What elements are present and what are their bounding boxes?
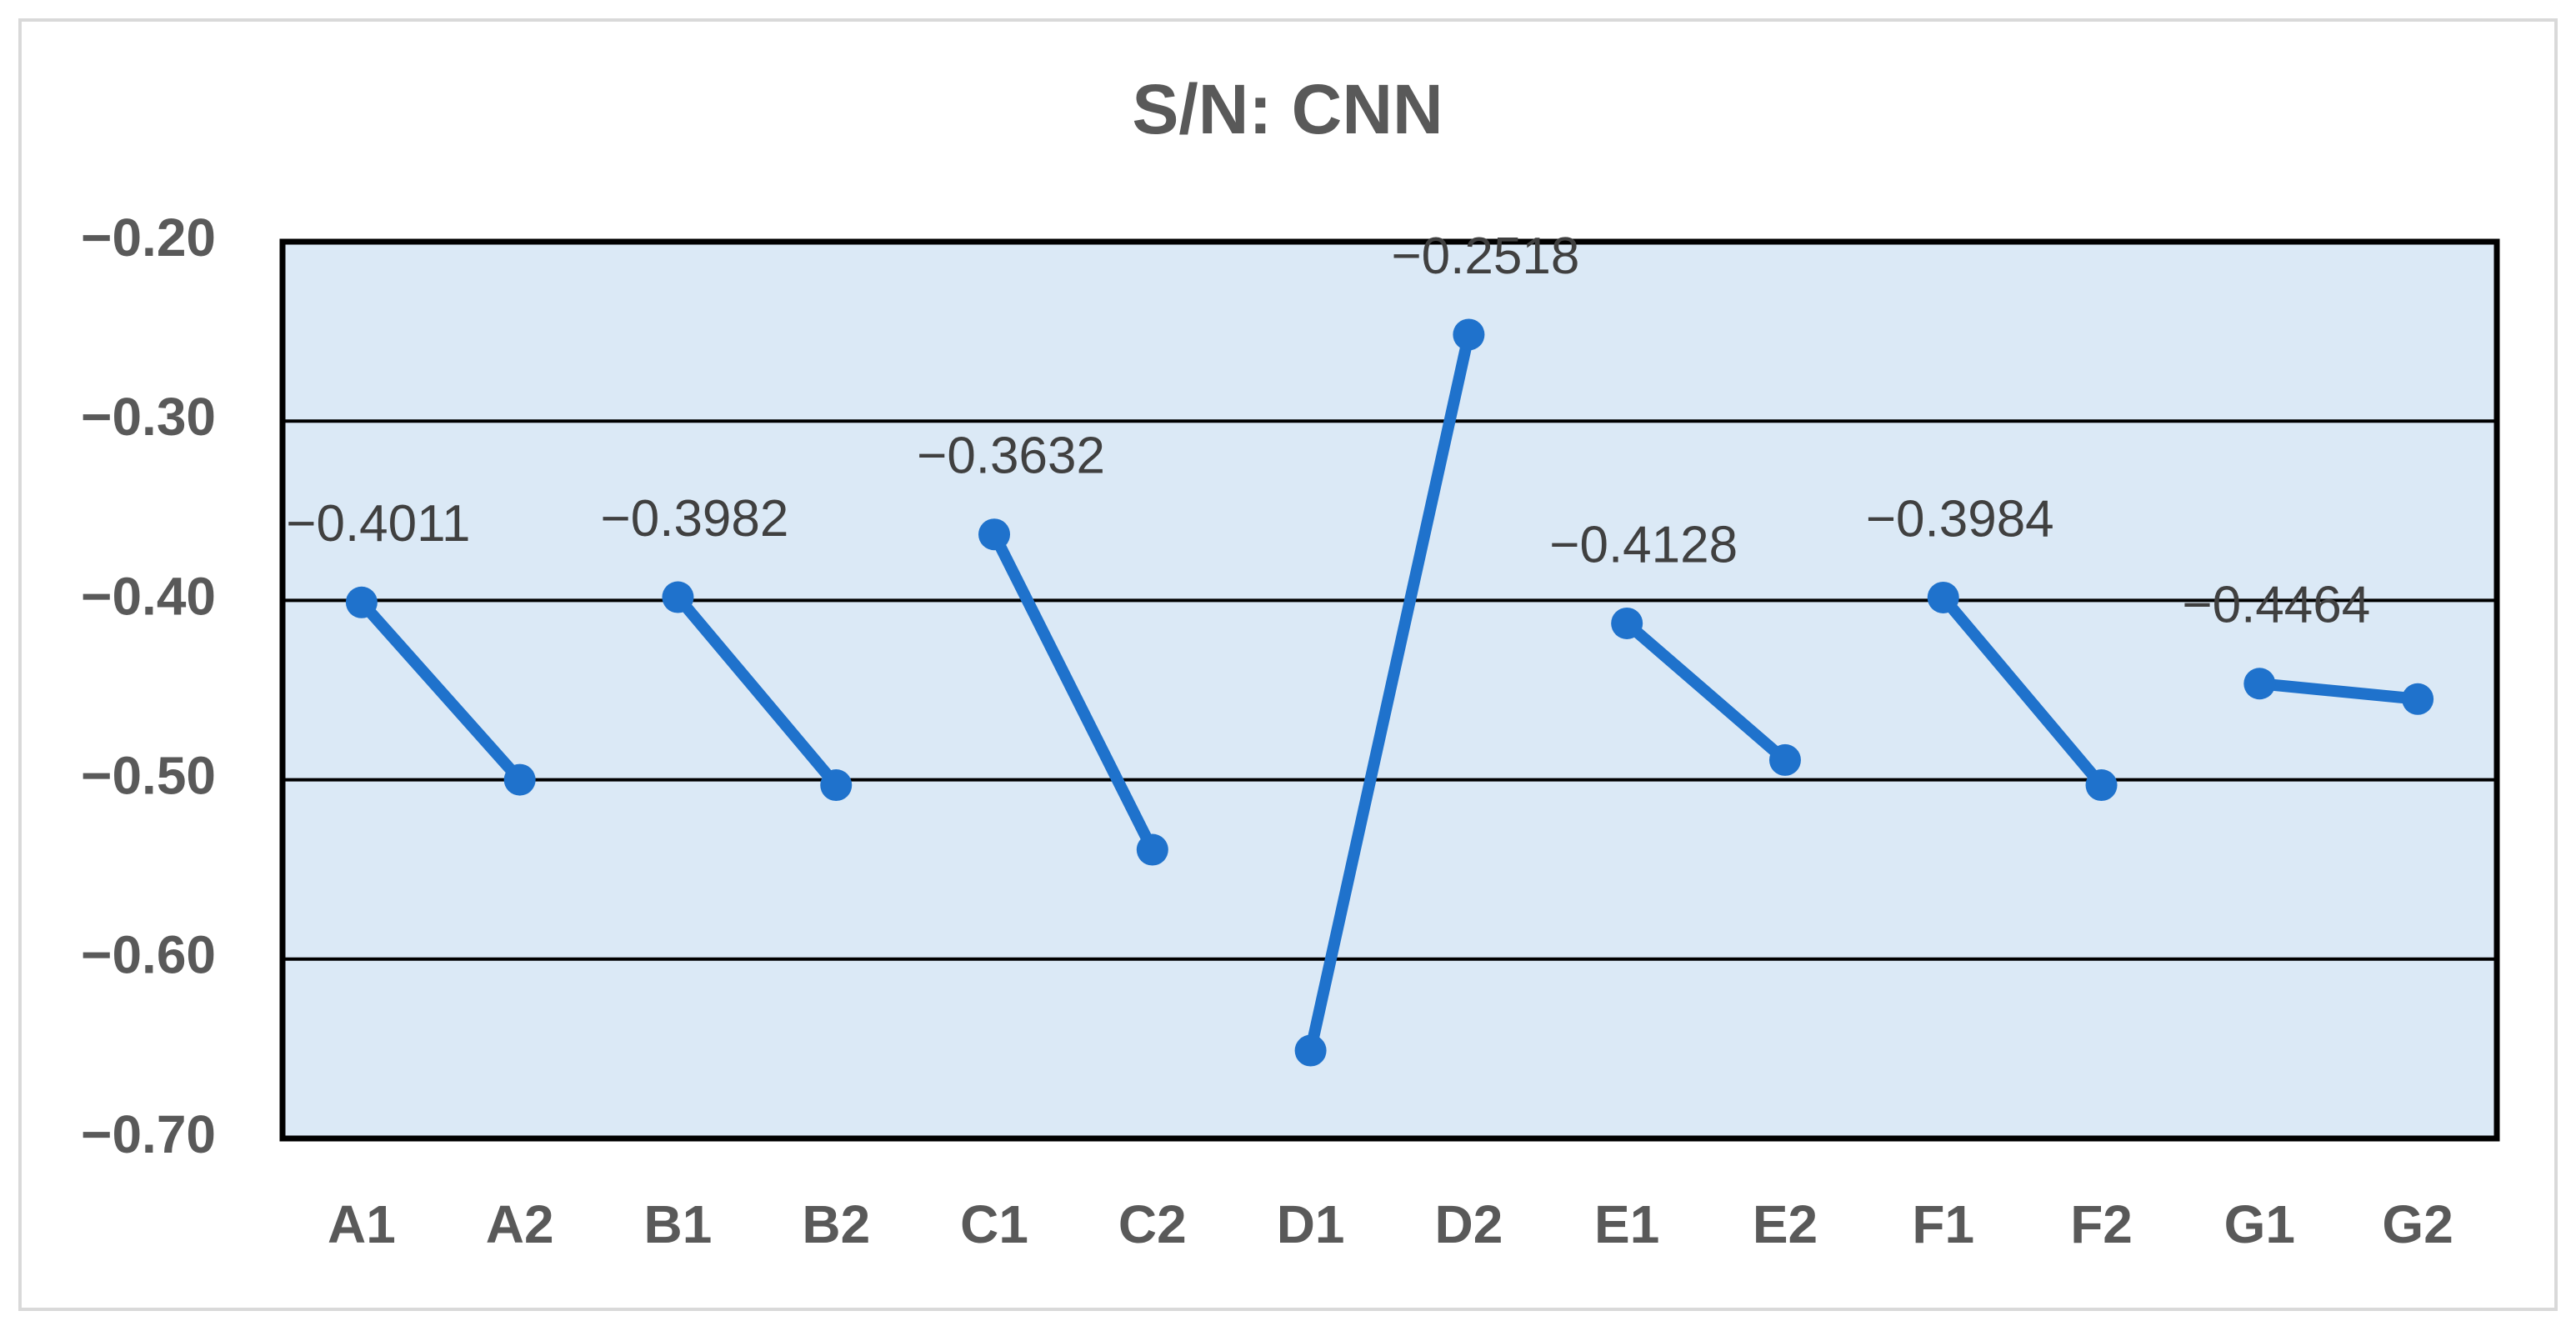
x-tick-label: C2 [1118, 1194, 1187, 1254]
data-label: −0.3982 [601, 490, 789, 548]
point [662, 581, 694, 613]
x-tick-label: B1 [644, 1194, 713, 1254]
point [1768, 743, 1801, 776]
x-tick-label: F2 [2070, 1194, 2133, 1254]
point [2402, 683, 2434, 715]
y-tick-label: −0.20 [81, 208, 216, 268]
y-tick-label: −0.40 [81, 566, 216, 626]
point [1294, 1034, 1327, 1067]
series-line [2253, 678, 2424, 705]
y-tick-label: −0.50 [81, 746, 216, 806]
x-tick-label: E2 [1753, 1194, 1818, 1254]
series-line [1304, 328, 1475, 1057]
x-tick-label: D2 [1434, 1194, 1503, 1254]
point [1611, 607, 1643, 639]
y-tick-label: −0.70 [81, 1104, 216, 1164]
data-label: −0.2518 [1391, 228, 1579, 285]
series-line [1621, 617, 1791, 766]
point [503, 763, 536, 796]
point [978, 518, 1011, 551]
point [1136, 833, 1168, 866]
x-tick-label: F1 [1912, 1194, 1974, 1254]
data-label: −0.3984 [1866, 490, 2054, 548]
x-tick-label: E1 [1594, 1194, 1659, 1254]
x-tick-label: A2 [486, 1194, 554, 1254]
series-line [355, 596, 526, 786]
point [2085, 769, 2118, 802]
series-line [988, 528, 1158, 856]
point [2243, 668, 2276, 700]
data-label: −0.4011 [286, 495, 470, 553]
x-tick-label: G2 [2382, 1194, 2453, 1254]
plot-border [279, 238, 2500, 1142]
series-line [672, 591, 843, 792]
series-line [1937, 591, 2108, 792]
point [820, 769, 853, 802]
point [1927, 581, 1959, 613]
chart-title: S/N: CNN [1132, 70, 1443, 148]
data-label: −0.4128 [1549, 516, 1738, 573]
x-tick-label: C1 [960, 1194, 1028, 1254]
x-tick-label: D1 [1277, 1194, 1345, 1254]
point [345, 586, 378, 618]
data-label: −0.4464 [2182, 577, 2370, 634]
x-tick-label: A1 [328, 1194, 396, 1254]
data-label: −0.3632 [917, 428, 1105, 485]
y-tick-label: −0.30 [81, 387, 216, 447]
x-tick-label: B2 [802, 1194, 870, 1254]
point [1453, 318, 1485, 351]
y-tick-label: −0.60 [81, 925, 216, 985]
x-tick-label: G1 [2224, 1194, 2295, 1254]
